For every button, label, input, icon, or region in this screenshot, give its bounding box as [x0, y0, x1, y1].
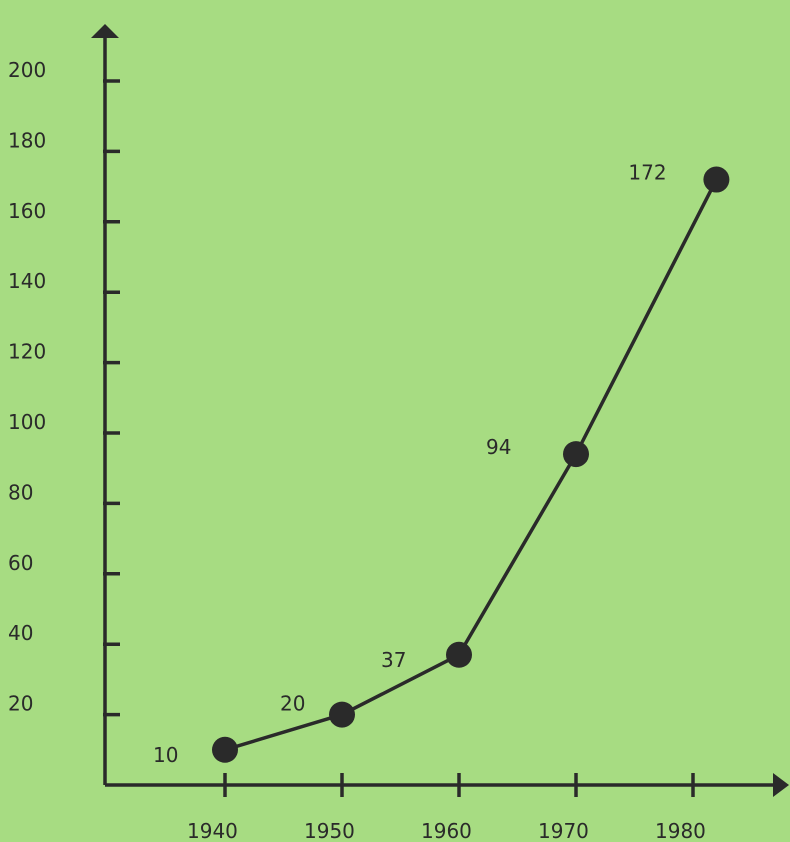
x-tick-label: 1940: [187, 819, 238, 842]
y-tick-label: 100: [8, 410, 46, 434]
data-point: [703, 166, 730, 193]
y-tick-label: 120: [8, 340, 46, 364]
data-label: 10: [153, 743, 178, 767]
y-tick-label: 20: [8, 692, 33, 716]
axes: [91, 24, 789, 797]
x-tick-label: 1950: [304, 819, 355, 842]
data-labels: 10 20 37 94 172: [153, 161, 667, 767]
y-tick-label: 60: [8, 551, 33, 575]
x-axis-ticks: 1940 1950 1960 1970 1980: [187, 773, 706, 842]
y-axis-arrow: [91, 24, 119, 38]
y-tick-label: 80: [8, 480, 33, 504]
data-label: 20: [280, 692, 305, 716]
data-label: 94: [486, 435, 511, 459]
x-tick-label: 1970: [538, 819, 589, 842]
x-tick-label: 1980: [655, 819, 706, 842]
y-tick-label: 160: [8, 199, 46, 223]
y-tick-label: 200: [8, 58, 46, 82]
y-axis-ticks: 20 40 60 80 100 120 140 160 180 200: [8, 58, 120, 717]
x-axis-arrow: [773, 773, 789, 797]
y-tick-label: 140: [8, 269, 46, 293]
data-series: [212, 166, 730, 763]
y-tick-label: 180: [8, 128, 46, 152]
series-line: [224, 178, 718, 752]
data-label: 37: [381, 648, 406, 672]
data-point: [446, 641, 472, 668]
data-point: [329, 701, 355, 728]
y-tick-label: 40: [8, 621, 33, 645]
data-label: 172: [628, 161, 666, 185]
data-point: [563, 441, 589, 468]
data-point: [212, 736, 238, 763]
x-tick-label: 1960: [421, 819, 472, 842]
